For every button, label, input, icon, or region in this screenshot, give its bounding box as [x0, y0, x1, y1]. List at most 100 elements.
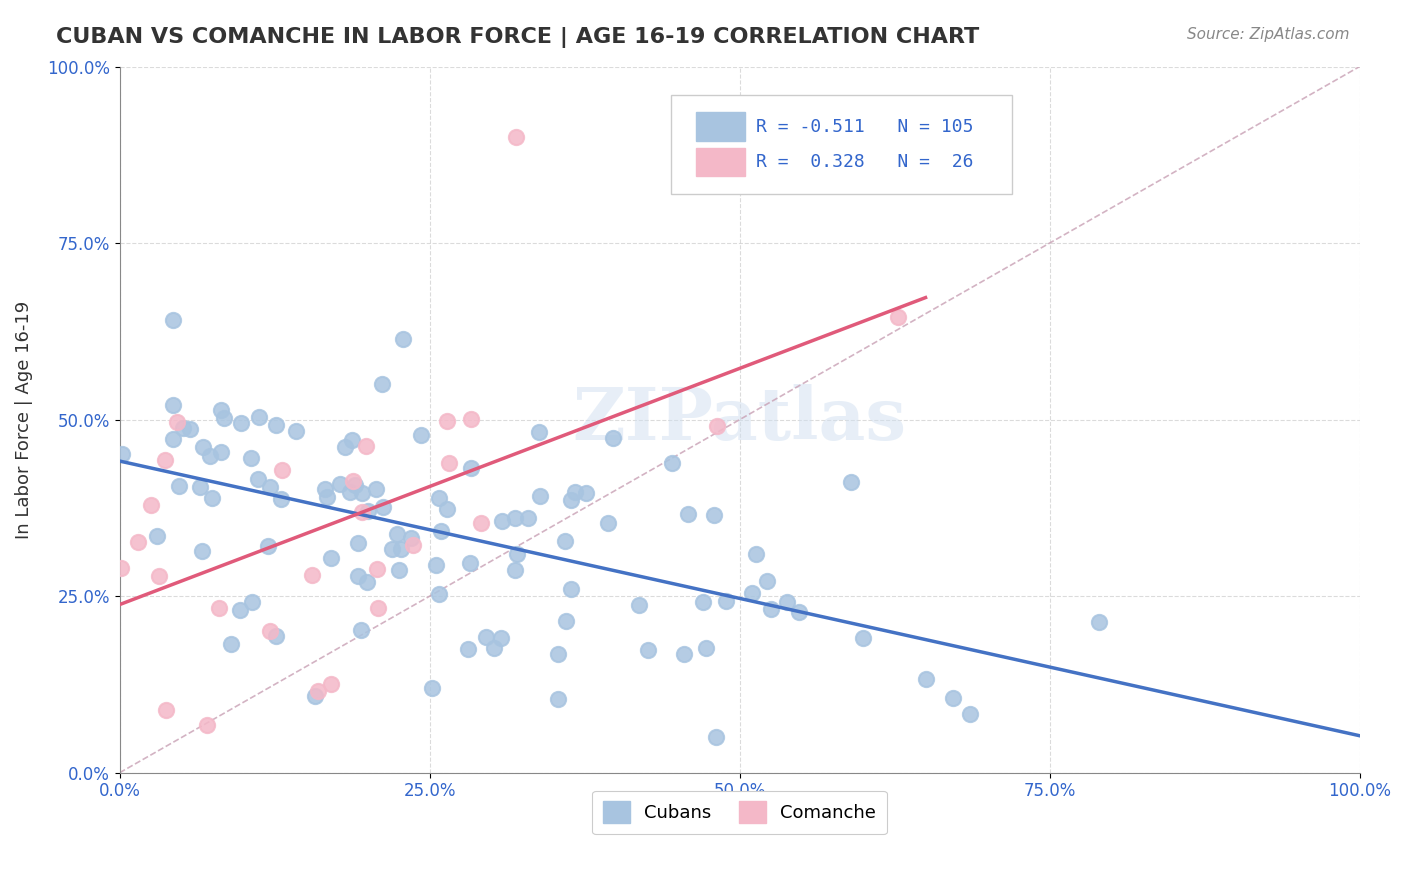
Point	[491, 632, 513, 646]
Point	[714, 594, 737, 608]
Point	[285, 424, 308, 438]
Point	[628, 598, 651, 612]
Point	[191, 543, 214, 558]
Point	[505, 130, 527, 145]
Point	[350, 623, 373, 637]
Point	[340, 434, 363, 448]
Point	[356, 575, 378, 590]
Point	[457, 642, 479, 657]
Point	[240, 595, 263, 609]
Point	[392, 332, 415, 346]
FancyBboxPatch shape	[671, 95, 1012, 194]
Point	[162, 433, 184, 447]
Point	[399, 531, 422, 545]
Point	[239, 450, 262, 465]
Point	[506, 547, 529, 561]
Point	[366, 562, 388, 576]
Point	[127, 535, 149, 549]
Point	[475, 630, 498, 644]
Point	[776, 595, 799, 609]
Point	[388, 563, 411, 577]
Point	[179, 422, 201, 436]
Point	[333, 440, 356, 454]
Point	[436, 502, 458, 516]
Point	[195, 718, 218, 732]
Point	[373, 500, 395, 514]
Point	[554, 534, 576, 549]
Point	[347, 536, 370, 550]
Point	[676, 507, 699, 521]
Point	[264, 418, 287, 433]
Point	[155, 703, 177, 717]
Point	[429, 524, 451, 538]
Point	[429, 587, 451, 601]
Point	[304, 690, 326, 704]
Point	[381, 542, 404, 557]
Point	[470, 516, 492, 530]
Point	[703, 508, 725, 523]
Point	[503, 510, 526, 524]
Point	[460, 460, 482, 475]
Point	[787, 606, 810, 620]
Point	[270, 492, 292, 507]
Point	[692, 595, 714, 609]
Point	[516, 510, 538, 524]
Text: Source: ZipAtlas.com: Source: ZipAtlas.com	[1187, 27, 1350, 42]
Point	[257, 539, 280, 553]
Point	[307, 684, 329, 698]
Point	[271, 462, 294, 476]
Point	[148, 568, 170, 582]
Point	[266, 629, 288, 643]
Point	[371, 377, 394, 392]
Point	[350, 486, 373, 500]
Point	[316, 490, 339, 504]
Point	[111, 447, 134, 461]
Point	[460, 411, 482, 425]
Point	[745, 547, 768, 561]
Point	[741, 586, 763, 600]
Point	[409, 428, 432, 442]
Point	[706, 418, 728, 433]
Point	[564, 485, 586, 500]
Legend: Cubans, Comanche: Cubans, Comanche	[592, 790, 887, 834]
Point	[350, 505, 373, 519]
Text: CUBAN VS COMANCHE IN LABOR FORCE | AGE 16-19 CORRELATION CHART: CUBAN VS COMANCHE IN LABOR FORCE | AGE 1…	[56, 27, 980, 48]
Point	[759, 601, 782, 615]
Point	[661, 456, 683, 470]
Point	[602, 431, 624, 445]
Point	[146, 529, 169, 543]
Point	[208, 601, 231, 615]
Point	[319, 676, 342, 690]
FancyBboxPatch shape	[696, 148, 745, 176]
Point	[402, 538, 425, 552]
Point	[344, 477, 367, 491]
Point	[547, 647, 569, 661]
Point	[342, 475, 364, 489]
Point	[356, 439, 378, 453]
Y-axis label: In Labor Force | Age 16-19: In Labor Force | Age 16-19	[15, 301, 32, 539]
Point	[887, 310, 910, 324]
Point	[704, 731, 727, 745]
Point	[162, 313, 184, 327]
Point	[529, 489, 551, 503]
Point	[575, 485, 598, 500]
Point	[162, 398, 184, 412]
Point	[1088, 615, 1111, 629]
Point	[110, 561, 132, 575]
Point	[942, 691, 965, 706]
Point	[560, 492, 582, 507]
Point	[339, 485, 361, 500]
Point	[169, 479, 191, 493]
Point	[166, 415, 188, 429]
Point	[387, 526, 409, 541]
Point	[201, 491, 224, 506]
Point	[221, 637, 243, 651]
Point	[491, 514, 513, 528]
Point	[229, 603, 252, 617]
Point	[673, 647, 696, 661]
Point	[209, 402, 232, 417]
Point	[756, 574, 779, 588]
Point	[427, 491, 450, 505]
Point	[247, 473, 270, 487]
Point	[329, 476, 352, 491]
